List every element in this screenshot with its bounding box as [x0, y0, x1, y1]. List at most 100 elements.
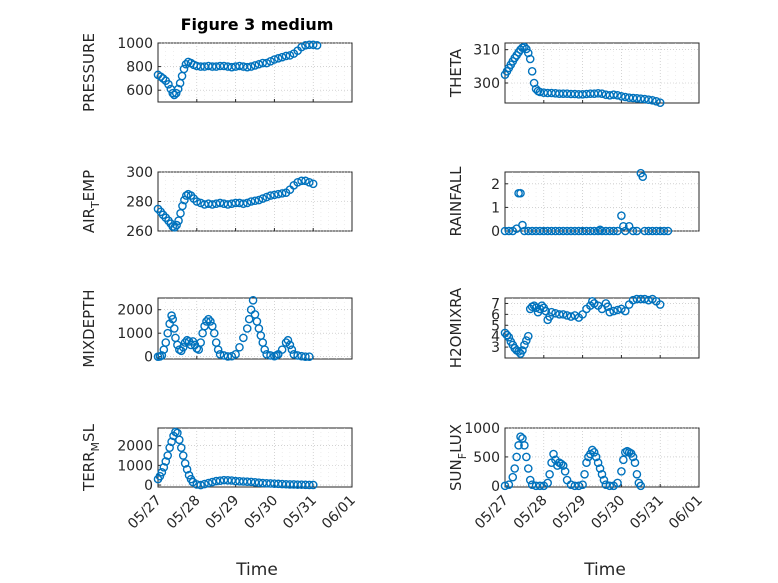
data-point — [609, 226, 618, 236]
y-tick-label: 7 — [491, 296, 500, 312]
data-point — [164, 80, 173, 89]
data-point — [636, 294, 646, 304]
data-point — [305, 480, 314, 490]
data-point — [308, 480, 318, 490]
data-point — [512, 452, 521, 462]
axes-frame — [157, 42, 353, 103]
data-point — [223, 200, 233, 209]
data-point — [246, 197, 256, 206]
data-point — [293, 178, 302, 187]
data-point — [605, 481, 615, 491]
data-point — [518, 220, 527, 230]
data-point — [502, 330, 512, 340]
data-point — [169, 324, 179, 333]
y-tick-label: 1000 — [117, 326, 153, 342]
y-tick-label: 300 — [473, 76, 500, 92]
data-point — [588, 445, 597, 455]
data-point — [525, 54, 535, 64]
y-tick-label: 2000 — [117, 439, 153, 455]
y-tick-label: 2 — [491, 177, 500, 193]
x-tick-label: 05/29 — [203, 493, 243, 533]
y-axis-label: PRESSURE — [80, 33, 98, 112]
y-tick-label: 1000 — [117, 458, 153, 474]
data-point — [305, 178, 314, 187]
data-point — [613, 478, 622, 488]
y-axis-label: H2OMIXRA — [447, 287, 465, 368]
data-point — [541, 306, 551, 316]
y-tick-label: 300 — [126, 165, 153, 181]
axes-frame — [504, 171, 700, 232]
subplot-8: 0 500 1000SUNFLUX05/2705/2805/2905/3005/31… — [447, 421, 706, 532]
x-tick-label: 06/01 — [319, 493, 359, 533]
data-point — [545, 469, 554, 479]
data-point — [613, 305, 622, 315]
subplot-2: 300 310 THETA — [447, 42, 700, 107]
data-point — [244, 314, 254, 324]
data-point — [589, 447, 599, 457]
x-axis-label-right: Time — [583, 560, 626, 580]
data-point — [242, 198, 252, 208]
y-tick-label: 2000 — [117, 303, 153, 319]
data-point — [165, 443, 174, 452]
data-point — [308, 40, 318, 50]
data-point — [523, 464, 533, 473]
data-point — [632, 469, 642, 479]
data-point — [208, 200, 217, 209]
data-point — [209, 328, 219, 338]
data-point — [558, 461, 568, 470]
data-point — [277, 189, 287, 198]
data-point — [520, 441, 529, 450]
data-point — [179, 64, 189, 74]
data-point — [520, 340, 529, 350]
y-tick-label: 4 — [491, 329, 500, 345]
data-point — [582, 458, 591, 468]
data-point — [617, 92, 626, 101]
data-point — [308, 179, 318, 189]
data-point — [200, 479, 209, 489]
data-point — [204, 478, 213, 488]
data-point — [518, 346, 527, 355]
data-point — [168, 88, 178, 98]
data-point — [172, 220, 181, 230]
data-point — [508, 472, 518, 482]
data-point — [520, 42, 529, 52]
data-point — [246, 62, 256, 71]
data-point — [178, 451, 188, 460]
data-point — [158, 74, 168, 83]
data-point — [270, 190, 279, 200]
y-axis-label: SUNFLUX — [447, 424, 469, 491]
data-point — [535, 481, 545, 491]
data-point — [527, 480, 537, 489]
subplot-3: 260 280 300 AIRTEMP — [80, 165, 353, 240]
data-point — [560, 467, 570, 476]
data-point — [206, 317, 215, 326]
data-point — [659, 226, 669, 236]
data-point — [242, 62, 252, 72]
data-point — [570, 481, 580, 491]
data-point — [250, 61, 260, 70]
data-point — [175, 435, 184, 445]
data-point — [619, 221, 628, 231]
data-point — [591, 452, 601, 462]
data-point — [235, 342, 244, 352]
data-point — [305, 352, 314, 361]
y-tick-label: 310 — [473, 43, 500, 59]
data-point — [170, 223, 179, 232]
data-point — [578, 310, 587, 319]
x-tick-label: 05/27 — [472, 493, 512, 533]
y-tick-label: 600 — [126, 83, 153, 99]
data-point — [593, 89, 603, 98]
y-axis-label: RAINFALL — [447, 166, 465, 237]
data-point — [266, 351, 275, 360]
data-point — [609, 90, 618, 99]
x-tick-label: 06/01 — [666, 493, 706, 533]
y-axis-label: TERRMSL — [80, 423, 102, 492]
data-point — [601, 480, 611, 489]
data-point — [262, 350, 271, 359]
data-point — [516, 432, 525, 441]
data-point — [285, 340, 295, 350]
data-point — [655, 98, 665, 107]
data-point — [167, 437, 176, 447]
figure-title: Figure 3 medium — [181, 15, 334, 34]
